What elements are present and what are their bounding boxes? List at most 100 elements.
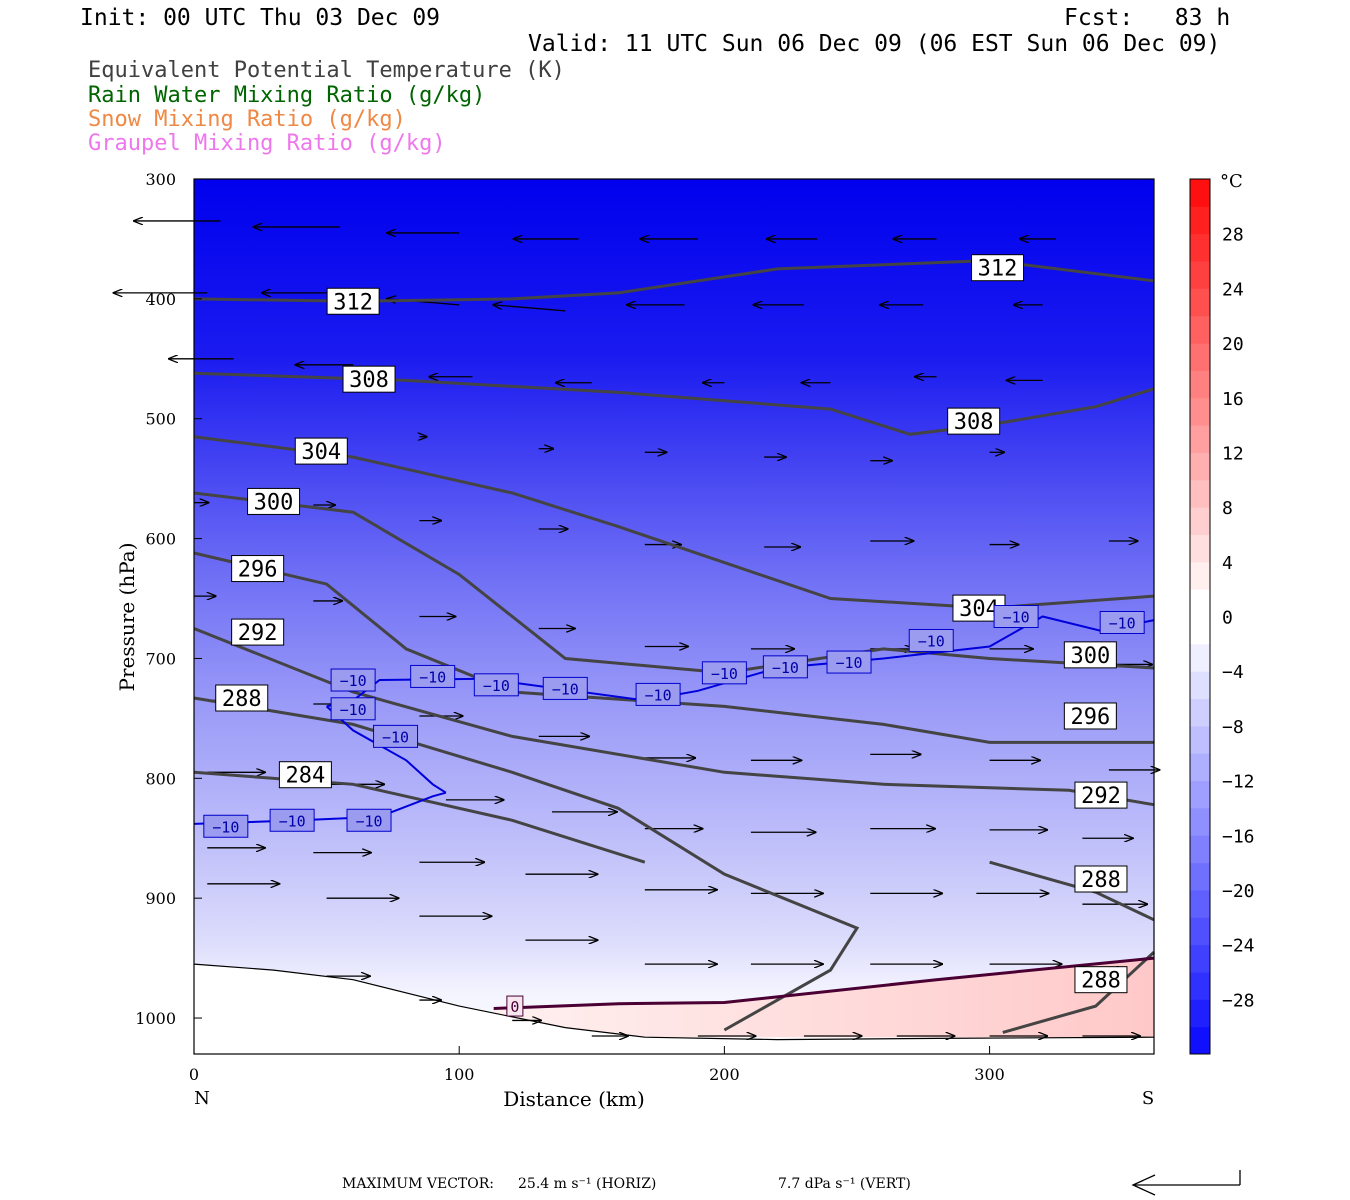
wind-vector xyxy=(493,305,566,312)
x-tick-label: 100 xyxy=(444,1065,475,1084)
isotherm-label-text: −10 xyxy=(212,818,239,836)
theta-e-label: 288 xyxy=(1074,865,1128,893)
colorbar: 28 24 20 16 12 8 4 0 −4 −8 −12 −16 −20 −24 −28 °C xyxy=(1189,171,1255,1055)
theta-e-label-text: 284 xyxy=(286,764,326,789)
colorbar-tick-label: 16 xyxy=(1222,389,1244,410)
legend-theta-e: Equivalent Potential Temperature (K) xyxy=(88,58,565,83)
colorbar-band xyxy=(1190,233,1210,262)
isotherm-label: −10 xyxy=(330,668,376,692)
colorbar-band xyxy=(1190,1026,1210,1055)
isotherm-label-text: −10 xyxy=(552,680,579,698)
isotherm-label-box xyxy=(826,650,872,674)
theta-e-label: 288 xyxy=(1074,966,1128,994)
theta-e-label: 296 xyxy=(1063,702,1117,730)
theta-e-label-text: 304 xyxy=(959,597,999,622)
theta-e-contour-296 xyxy=(193,551,1154,744)
colorbar-band xyxy=(1190,753,1210,782)
theta-e-label: 300 xyxy=(247,487,301,515)
isotherm-label-text: −10 xyxy=(645,686,672,704)
isotherm-label-box xyxy=(203,814,249,838)
theta-e-contour-308 xyxy=(193,371,1155,436)
isotherm-zero-line xyxy=(493,956,1155,1010)
colorbar-band xyxy=(1190,370,1210,399)
x-axis-title: Distance (km) xyxy=(503,1087,645,1111)
isotherm-label: −10 xyxy=(373,724,419,748)
theta-e-contour-292 xyxy=(193,627,1155,807)
x-end-label-north: N xyxy=(194,1088,210,1109)
reference-vector xyxy=(1131,1170,1241,1196)
colorbar-band xyxy=(1190,343,1210,371)
isotherm-label: −10 xyxy=(826,650,872,674)
isotherm-label: −10 xyxy=(1099,610,1145,634)
reference-vector-head xyxy=(1131,1174,1156,1196)
x-tick-label: 0 xyxy=(189,1065,199,1084)
x-end-label-south: S xyxy=(1142,1088,1154,1109)
colorbar-tick-label: −12 xyxy=(1222,772,1255,793)
colorbar-tick-label: 20 xyxy=(1222,334,1244,355)
isotherm-label: −10 xyxy=(473,673,519,697)
colorbar-tick-label: −20 xyxy=(1222,881,1255,902)
isotherm-minus10-line xyxy=(325,705,447,794)
isotherm-label-text: −10 xyxy=(835,654,862,672)
theta-e-label-box xyxy=(247,487,301,515)
colorbar-band xyxy=(1190,862,1210,891)
colorbar-band xyxy=(1190,971,1210,1000)
colorbar-tick-label: −24 xyxy=(1222,936,1255,957)
colorbar-band xyxy=(1190,425,1210,453)
y-tick-label: 800 xyxy=(145,769,176,788)
isotherm-label-text: −10 xyxy=(483,677,510,695)
x-tick-label: 300 xyxy=(974,1065,1005,1084)
isotherm-label: −10 xyxy=(762,655,808,679)
zero-isotherm-label-text: 0 xyxy=(510,998,519,1016)
legend-snow: Snow Mixing Ratio (g/kg) xyxy=(88,107,406,132)
legend-graupel: Graupel Mixing Ratio (g/kg) xyxy=(88,131,446,156)
isotherm-label-box xyxy=(908,628,954,652)
forecast-hour: Fcst: 83 h xyxy=(1064,5,1231,31)
colorbar-band xyxy=(1190,589,1210,617)
theta-e-label: 308 xyxy=(342,365,396,393)
theta-e-label-box xyxy=(1074,781,1128,809)
colorbar-band xyxy=(1190,698,1210,727)
colorbar-band xyxy=(1190,917,1210,946)
isotherm-label-text: −10 xyxy=(382,728,409,746)
isotherm-label-text: −10 xyxy=(279,812,306,830)
y-tick-label: 500 xyxy=(145,410,176,429)
colorbar-band xyxy=(1190,643,1210,672)
theta-e-label: 308 xyxy=(947,407,1001,435)
theta-e-label-text: 296 xyxy=(238,558,278,583)
colorbar-tick-label: 12 xyxy=(1222,443,1244,464)
theta-e-label-box xyxy=(1063,641,1117,669)
max-vector-vert: 7.7 dPa s⁻¹ (VERT) xyxy=(778,1176,911,1192)
isotherm-label: −10 xyxy=(203,814,249,838)
isotherm-label-text: −10 xyxy=(1109,614,1136,632)
theta-e-label-box xyxy=(947,407,1001,435)
y-tick-label: 900 xyxy=(145,889,176,908)
theta-e-contour-288 xyxy=(1002,950,1156,1034)
theta-e-label-box xyxy=(231,618,285,646)
theta-e-contour-284 xyxy=(193,770,646,864)
theta-e-label-text: 288 xyxy=(1081,969,1121,994)
y-tick-label: 400 xyxy=(145,290,176,309)
isotherm-label-box xyxy=(373,724,419,748)
colorbar-tick-label: 4 xyxy=(1222,553,1233,574)
colorbar-band xyxy=(1190,315,1210,344)
isotherm-label: −10 xyxy=(701,661,747,685)
isotherm-label-box xyxy=(473,673,519,697)
theta-e-label-box xyxy=(294,437,348,465)
isotherm-label-box xyxy=(1099,610,1145,634)
legend-rain: Rain Water Mixing Ratio (g/kg) xyxy=(88,83,486,108)
theta-e-label: 288 xyxy=(215,684,269,712)
theta-e-contour-300 xyxy=(193,491,1155,675)
colorbar-tick-label: −4 xyxy=(1222,662,1244,683)
colorbar-band xyxy=(1190,671,1210,700)
terrain-line xyxy=(193,963,1155,1041)
colorbar-unit: °C xyxy=(1220,171,1243,192)
axes: 300 400 500 600 700 800 900 1000 0 100 200 300 N S Dis… xyxy=(115,170,1155,1111)
y-tick-label: 700 xyxy=(145,649,176,668)
isotherm-label: −10 xyxy=(993,605,1039,628)
colorbar-band xyxy=(1190,725,1210,754)
theta-e-label-text: 312 xyxy=(978,257,1018,282)
colorbar-tick-label: −8 xyxy=(1222,717,1244,738)
theta-e-label-box xyxy=(342,365,396,393)
isotherm-label: −10 xyxy=(908,628,954,652)
